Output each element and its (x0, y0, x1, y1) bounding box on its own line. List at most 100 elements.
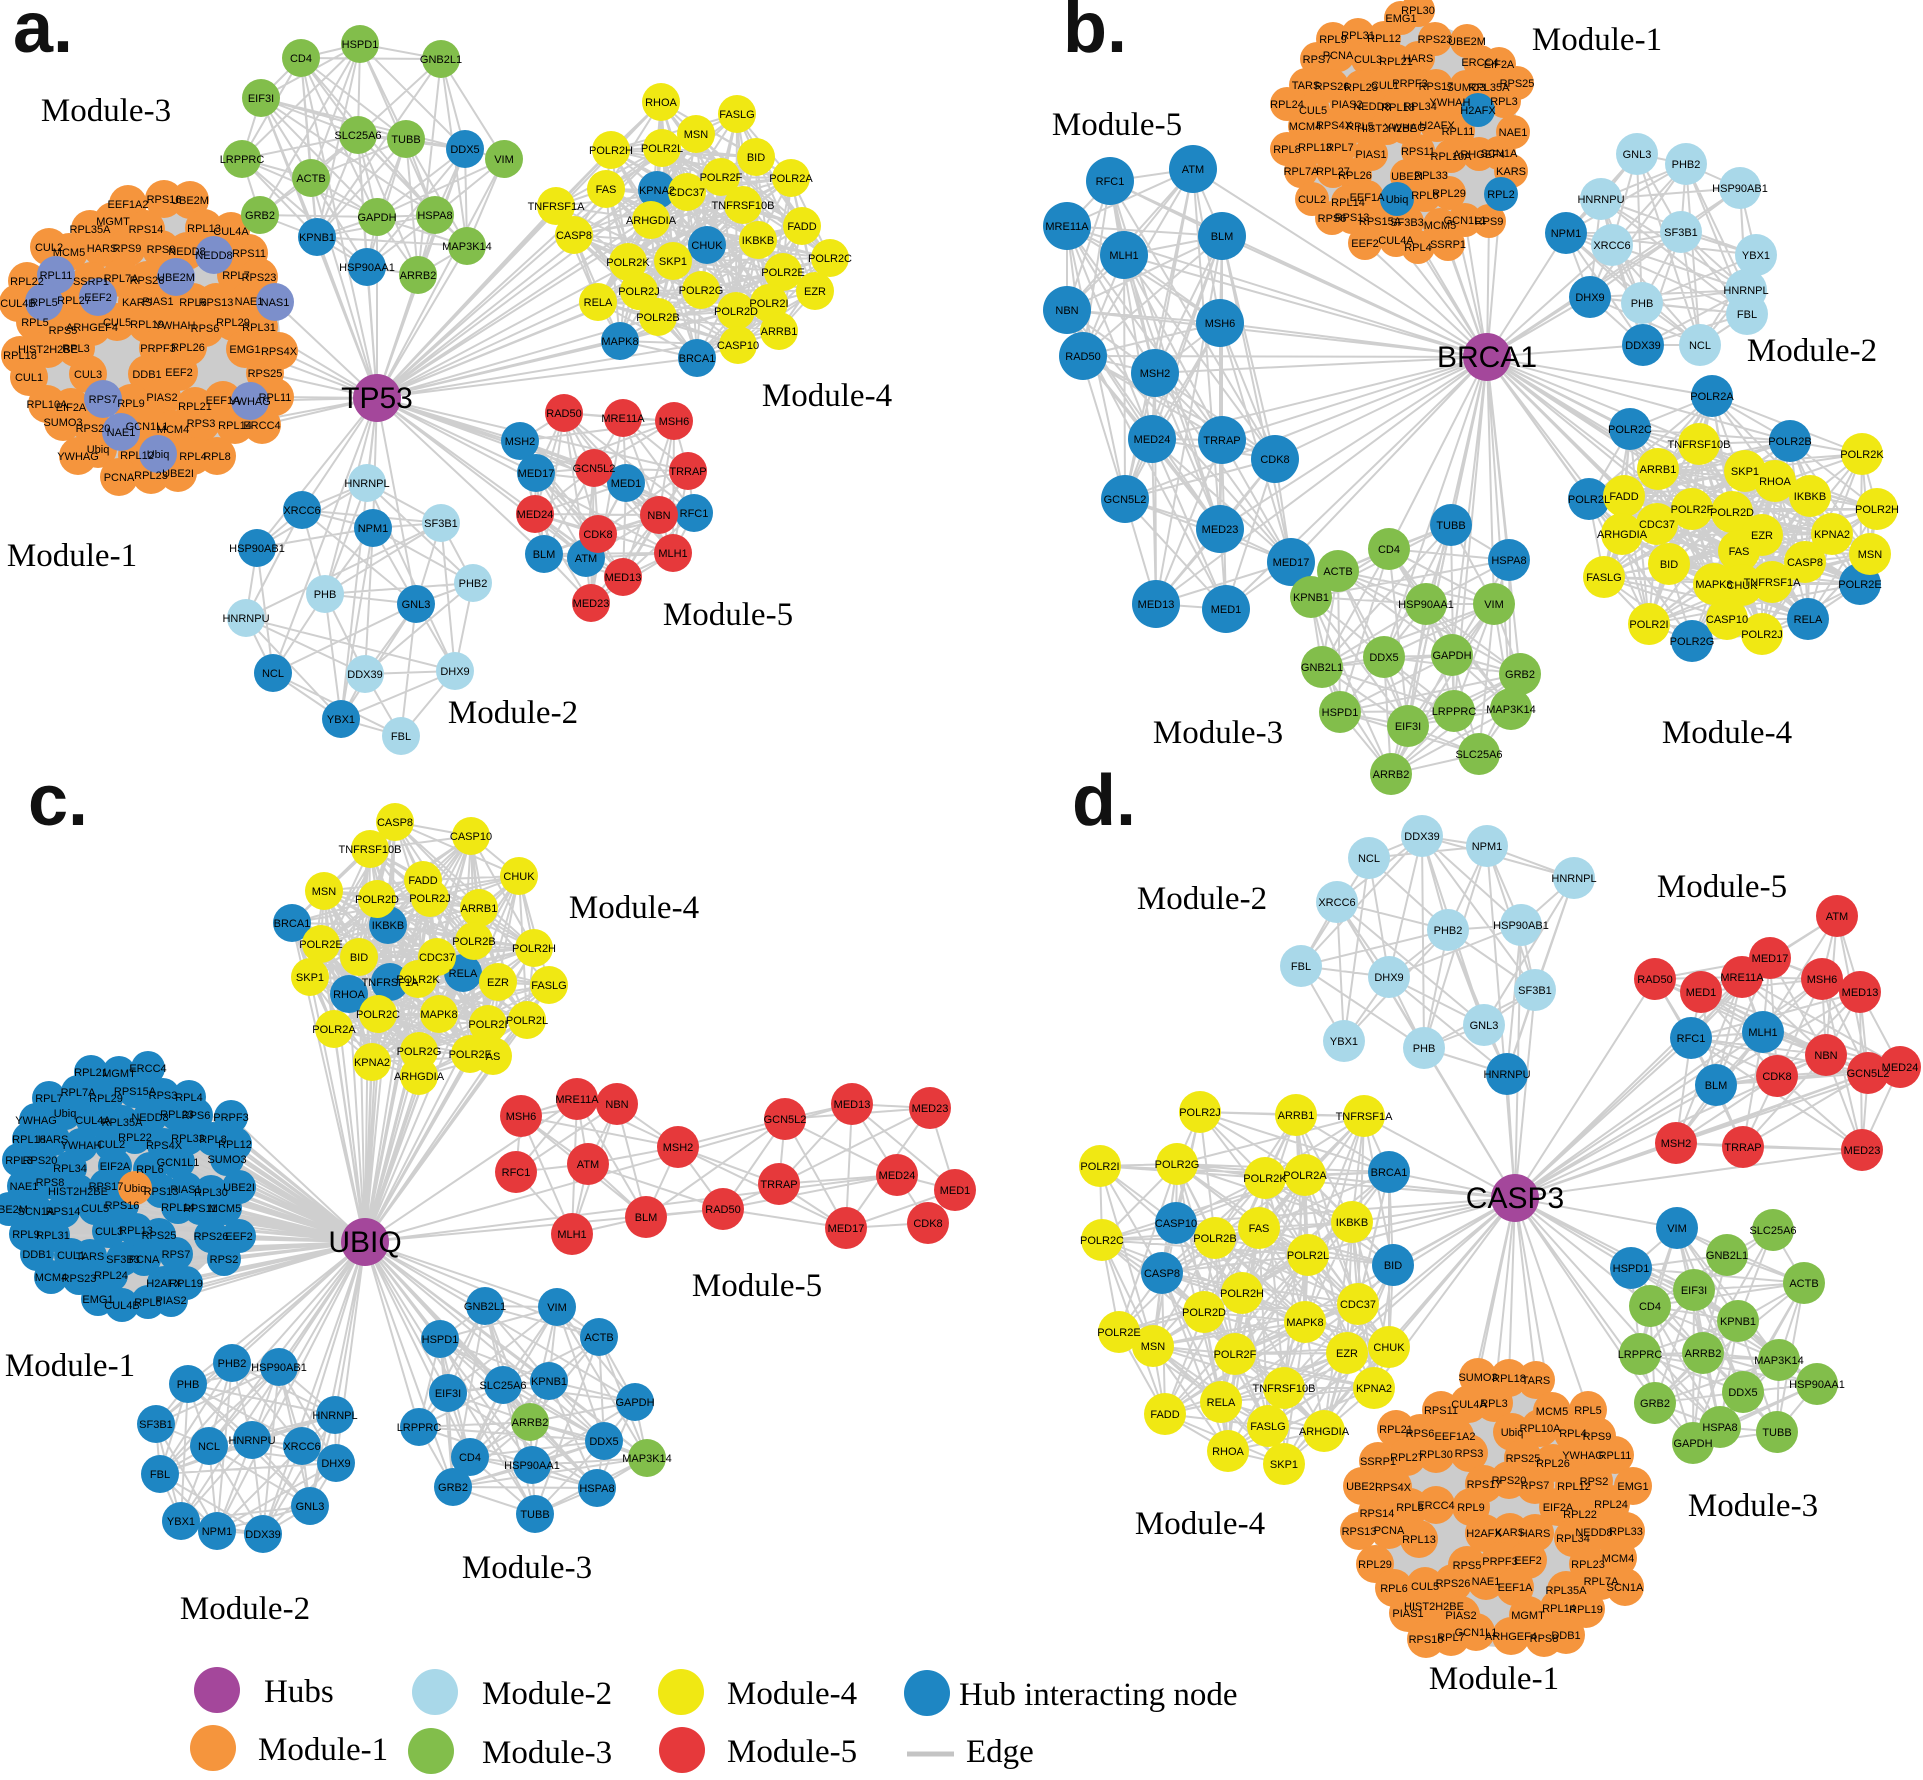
svg-text:GRB2: GRB2 (245, 210, 275, 222)
svg-text:EIF3I: EIF3I (1681, 1285, 1707, 1297)
svg-text:EIF3I: EIF3I (1395, 721, 1421, 733)
svg-text:HSPD1: HSPD1 (1322, 707, 1359, 719)
svg-text:ERCC4: ERCC4 (243, 420, 280, 432)
svg-text:d.: d. (1072, 761, 1136, 841)
svg-text:CDC37: CDC37 (669, 187, 705, 199)
svg-text:KPNB1: KPNB1 (1720, 1316, 1756, 1328)
svg-text:EMG1: EMG1 (229, 344, 260, 356)
svg-text:HSPD1: HSPD1 (422, 1334, 459, 1346)
svg-text:POLR2E: POLR2E (299, 939, 342, 951)
svg-text:RPL4: RPL4 (175, 1092, 203, 1104)
svg-text:RPS11: RPS11 (232, 248, 266, 260)
svg-text:TARS: TARS (76, 1251, 105, 1263)
svg-text:RPL34: RPL34 (1556, 1533, 1590, 1545)
svg-text:POLR2A: POLR2A (312, 1024, 356, 1036)
svg-text:POLR2E: POLR2E (1838, 579, 1881, 591)
svg-text:FADD: FADD (1150, 1409, 1179, 1421)
svg-text:GNB2L1: GNB2L1 (1706, 1250, 1748, 1262)
svg-text:POLR2G: POLR2G (1155, 1159, 1200, 1171)
svg-text:YBX1: YBX1 (1330, 1036, 1358, 1048)
svg-text:HIST2H2BE: HIST2H2BE (1357, 123, 1417, 135)
svg-text:EEF2: EEF2 (1351, 238, 1379, 250)
svg-text:MGMT: MGMT (102, 1068, 136, 1080)
svg-text:UBE2M: UBE2M (0, 1204, 28, 1216)
svg-text:NPM1: NPM1 (202, 1526, 233, 1538)
svg-text:GCN1L1: GCN1L1 (126, 421, 169, 433)
svg-text:POLR2L: POLR2L (1568, 494, 1610, 506)
svg-text:RPS17: RPS17 (89, 1181, 124, 1193)
svg-text:MED13: MED13 (834, 1099, 871, 1111)
svg-text:HSP90AA1: HSP90AA1 (339, 262, 395, 274)
svg-text:PIAS1: PIAS1 (142, 296, 173, 308)
svg-text:RPL7: RPL7 (222, 270, 250, 282)
svg-text:UBIQ: UBIQ (328, 1226, 401, 1259)
svg-text:Module-4: Module-4 (1135, 1506, 1265, 1542)
svg-text:RPS13: RPS13 (199, 297, 234, 309)
svg-text:RPL8: RPL8 (203, 451, 231, 463)
svg-text:MLH1: MLH1 (557, 1229, 586, 1241)
svg-text:ARRB1: ARRB1 (761, 326, 798, 338)
svg-text:RPL14: RPL14 (1542, 1603, 1576, 1615)
svg-text:RPL11: RPL11 (1599, 1450, 1632, 1462)
svg-text:UBE2M: UBE2M (157, 272, 195, 284)
svg-text:RPS6: RPS6 (191, 323, 220, 335)
svg-text:POLR2A: POLR2A (1283, 1170, 1327, 1182)
svg-text:CUL2: CUL2 (1298, 194, 1326, 206)
svg-text:YWHAG: YWHAG (57, 451, 99, 463)
svg-text:DDX39: DDX39 (1404, 831, 1439, 843)
svg-text:RPL18: RPL18 (1381, 102, 1415, 114)
svg-text:RPS14: RPS14 (1360, 1508, 1395, 1520)
svg-text:RPS9: RPS9 (113, 243, 142, 255)
svg-text:RPL19: RPL19 (130, 319, 164, 331)
svg-text:CUL3: CUL3 (1354, 54, 1382, 66)
svg-text:RPL8: RPL8 (1273, 144, 1301, 156)
svg-text:DDX39: DDX39 (245, 1529, 280, 1541)
svg-text:RAD50: RAD50 (1065, 351, 1100, 363)
svg-text:RPL18: RPL18 (3, 350, 37, 362)
svg-text:GCN1L1: GCN1L1 (157, 1157, 200, 1169)
svg-text:RPL33: RPL33 (1609, 1526, 1643, 1538)
svg-text:NEDD8: NEDD8 (1575, 1527, 1612, 1539)
svg-text:CD4: CD4 (1639, 1301, 1661, 1313)
svg-text:MAP3K14: MAP3K14 (1486, 704, 1536, 716)
svg-text:SKP1: SKP1 (1731, 466, 1759, 478)
svg-text:RPL5: RPL5 (1346, 121, 1374, 133)
svg-text:DHX9: DHX9 (440, 666, 469, 678)
svg-text:ATM: ATM (577, 1159, 599, 1171)
svg-text:RPL21: RPL21 (1379, 56, 1413, 68)
svg-text:Module-1: Module-1 (1532, 22, 1662, 58)
svg-text:CD4: CD4 (1378, 544, 1400, 556)
svg-text:CD4: CD4 (290, 53, 312, 65)
svg-text:RPL24: RPL24 (94, 1270, 128, 1282)
svg-text:H2AFX: H2AFX (146, 1278, 182, 1290)
svg-text:ARHGEF4: ARHGEF4 (1453, 149, 1505, 161)
svg-text:CUL4A: CUL4A (75, 1115, 111, 1127)
svg-text:RELA: RELA (1207, 1397, 1236, 1409)
svg-text:MCM4: MCM4 (157, 424, 189, 436)
svg-text:RPL7A: RPL7A (61, 1087, 97, 1099)
svg-text:AS: AS (486, 1051, 501, 1063)
svg-text:FAS: FAS (596, 184, 617, 196)
svg-text:MSN: MSN (684, 129, 709, 141)
svg-text:PHB: PHB (177, 1379, 200, 1391)
svg-text:NAE1: NAE1 (235, 296, 264, 308)
svg-text:PHB: PHB (1631, 298, 1654, 310)
svg-text:RPL7A: RPL7A (1584, 1576, 1620, 1588)
svg-text:CDC37: CDC37 (419, 952, 455, 964)
svg-text:RPL21: RPL21 (1379, 1424, 1413, 1436)
svg-text:HNRNPU: HNRNPU (222, 613, 269, 625)
svg-text:POLR2F: POLR2F (1214, 1349, 1257, 1361)
svg-text:RPL5: RPL5 (30, 297, 58, 309)
svg-text:UBE2I: UBE2I (223, 1182, 255, 1194)
svg-text:b.: b. (1063, 0, 1127, 68)
svg-text:FBL: FBL (1737, 309, 1757, 321)
svg-text:NPM1: NPM1 (1551, 228, 1582, 240)
svg-text:RPS26: RPS26 (194, 1231, 229, 1243)
svg-text:NEDD8: NEDD8 (1353, 101, 1390, 113)
svg-text:RPS6: RPS6 (182, 1110, 211, 1122)
svg-text:ARRB1: ARRB1 (461, 903, 498, 915)
svg-text:RPL6: RPL6 (136, 1164, 164, 1176)
svg-text:RPL9: RPL9 (1457, 1502, 1485, 1514)
svg-text:RELA: RELA (1794, 614, 1823, 626)
svg-text:MED13: MED13 (1138, 599, 1175, 611)
